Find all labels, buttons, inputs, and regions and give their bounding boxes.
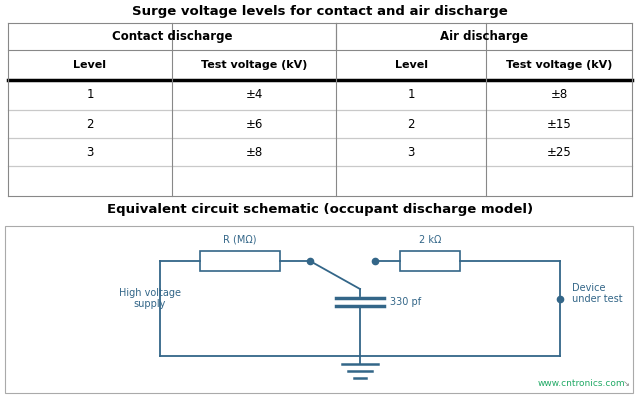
- Text: Level: Level: [394, 60, 428, 70]
- Text: 2 kΩ: 2 kΩ: [419, 235, 441, 245]
- Text: ±8: ±8: [550, 88, 568, 101]
- Text: ↘: ↘: [623, 379, 630, 388]
- Text: 330 pf: 330 pf: [390, 297, 421, 307]
- Text: 2: 2: [86, 118, 93, 131]
- Text: Device
under test: Device under test: [572, 283, 623, 304]
- Text: ±4: ±4: [245, 88, 262, 101]
- Text: 3: 3: [86, 145, 93, 158]
- Text: ±25: ±25: [547, 145, 572, 158]
- Text: High voltage
supply: High voltage supply: [119, 288, 181, 309]
- Text: ±15: ±15: [547, 118, 572, 131]
- Text: 1: 1: [407, 88, 415, 101]
- Text: ±6: ±6: [245, 118, 262, 131]
- Text: 2: 2: [407, 118, 415, 131]
- Text: Air discharge: Air discharge: [440, 30, 528, 43]
- Bar: [5, 226, 633, 393]
- Bar: [200, 251, 280, 271]
- Text: ±8: ±8: [245, 145, 262, 158]
- Text: 3: 3: [407, 145, 415, 158]
- Text: Equivalent circuit schematic (occupant discharge model): Equivalent circuit schematic (occupant d…: [107, 203, 533, 216]
- Text: 1: 1: [86, 88, 93, 101]
- Text: R (MΩ): R (MΩ): [223, 235, 257, 245]
- Text: Test voltage (kV): Test voltage (kV): [201, 60, 307, 70]
- Bar: [400, 251, 460, 271]
- Text: Surge voltage levels for contact and air discharge: Surge voltage levels for contact and air…: [132, 5, 508, 18]
- Text: Contact discharge: Contact discharge: [112, 30, 232, 43]
- Text: www.cntronics.com: www.cntronics.com: [538, 379, 625, 388]
- Text: Level: Level: [74, 60, 106, 70]
- Text: Test voltage (kV): Test voltage (kV): [506, 60, 612, 70]
